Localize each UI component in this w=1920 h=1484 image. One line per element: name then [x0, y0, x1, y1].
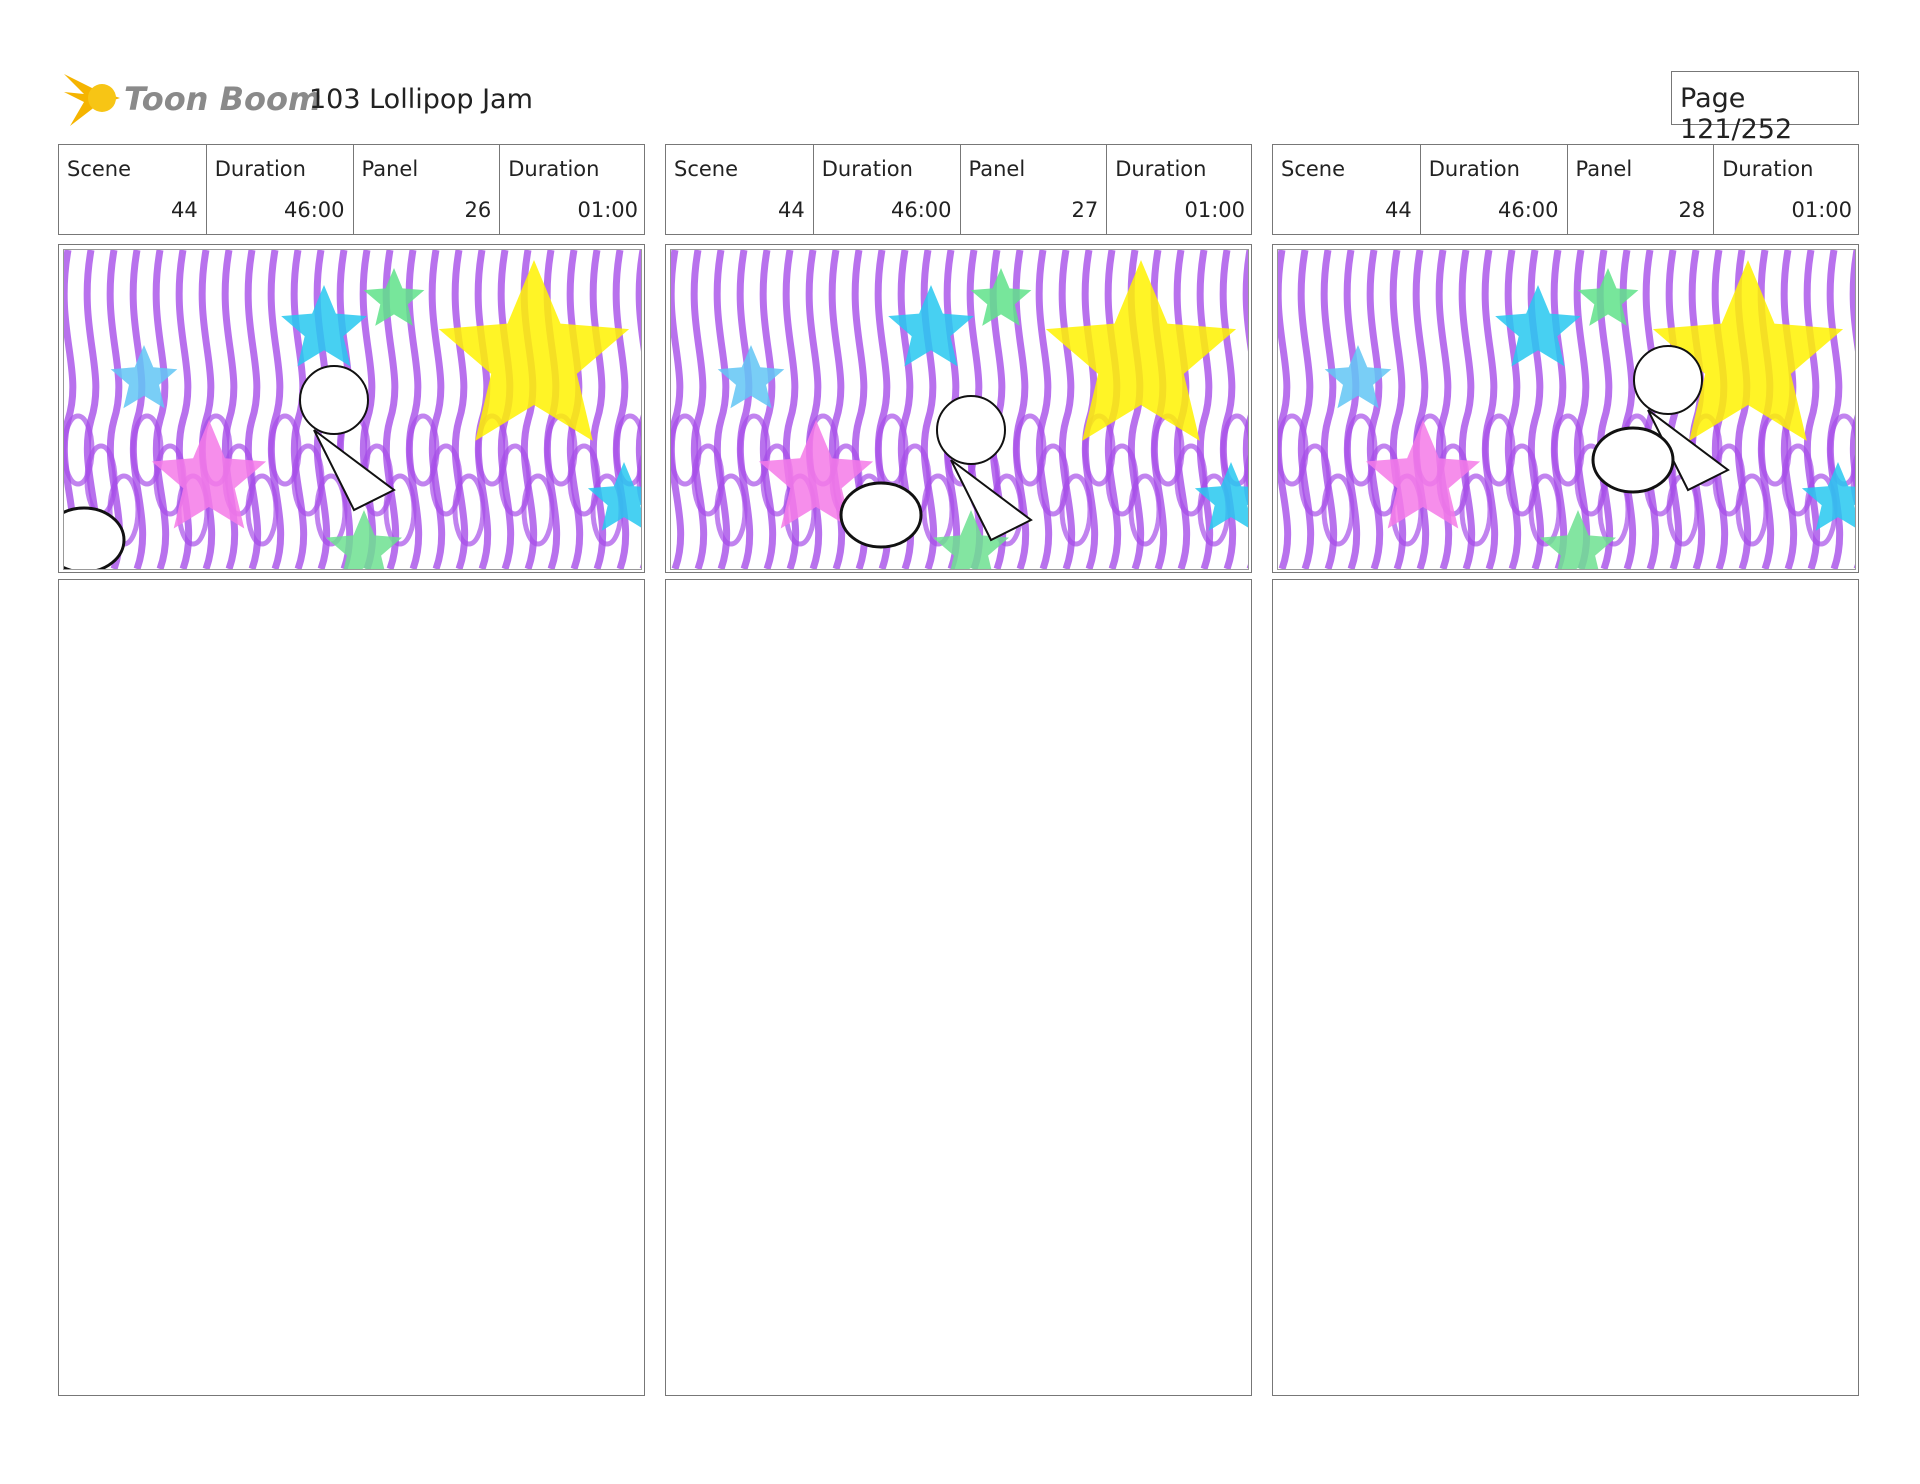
page-number: Page 121/252 [1671, 71, 1859, 145]
field-value: 28 [1678, 198, 1706, 222]
field-value: 01:00 [1184, 198, 1245, 222]
field-label: Duration [1115, 157, 1207, 181]
field-value: 44 [1385, 198, 1412, 222]
field-value: 46:00 [1497, 198, 1559, 222]
panel-image [670, 249, 1249, 570]
field-label: Duration [214, 157, 306, 181]
field-value: 44 [171, 198, 198, 222]
info-cell: Duration 46:00 [205, 145, 353, 234]
info-cell: Duration 46:00 [812, 145, 960, 234]
field-value: 27 [1071, 198, 1099, 222]
info-cell: Scene 44 [666, 145, 813, 234]
field-label: Scene [674, 157, 739, 181]
info-cell: Duration 01:00 [1106, 145, 1253, 234]
notes-box [665, 579, 1252, 1396]
field-label: Panel [361, 157, 419, 181]
info-cell: Duration 46:00 [1419, 145, 1567, 234]
field-label: Panel [968, 157, 1026, 181]
info-cell: Panel 27 [959, 145, 1107, 234]
panel-image-frame [1272, 244, 1859, 573]
logo-icon [64, 74, 120, 126]
info-cell: Panel 26 [352, 145, 500, 234]
panel-image [1277, 249, 1856, 570]
field-label: Panel [1575, 157, 1633, 181]
info-cell: Panel 28 [1566, 145, 1714, 234]
field-value: 26 [464, 198, 492, 222]
field-value: 01:00 [577, 198, 638, 222]
info-cell: Duration 01:00 [1713, 145, 1860, 234]
panel-image-frame [665, 244, 1252, 573]
panel-image-frame [58, 244, 645, 573]
field-label: Scene [67, 157, 132, 181]
info-cell: Scene 44 [59, 145, 206, 234]
notes-box [1272, 579, 1859, 1396]
panel-info: Scene 44 Duration 46:00 Panel 27 Duration 01:00 [665, 144, 1252, 235]
notes-box [58, 579, 645, 1396]
info-cell: Duration 01:00 [499, 145, 646, 234]
field-label: Duration [821, 157, 913, 181]
field-label: Duration [1428, 157, 1520, 181]
logo-text: Toon Boom [124, 80, 322, 118]
info-cell: Scene 44 [1273, 145, 1420, 234]
field-value: 46:00 [890, 198, 952, 222]
panel-info: Scene 44 Duration 46:00 Panel 28 Duration 01:00 [1272, 144, 1859, 235]
field-label: Duration [508, 157, 600, 181]
panel-image [63, 249, 642, 570]
field-value: 44 [778, 198, 805, 222]
field-value: 46:00 [283, 198, 345, 222]
field-label: Duration [1722, 157, 1814, 181]
field-value: 01:00 [1791, 198, 1852, 222]
project-title: 103 Lollipop Jam [309, 84, 533, 115]
field-label: Scene [1281, 157, 1346, 181]
panel-info: Scene 44 Duration 46:00 Panel 26 Duration 01:00 [58, 144, 645, 235]
